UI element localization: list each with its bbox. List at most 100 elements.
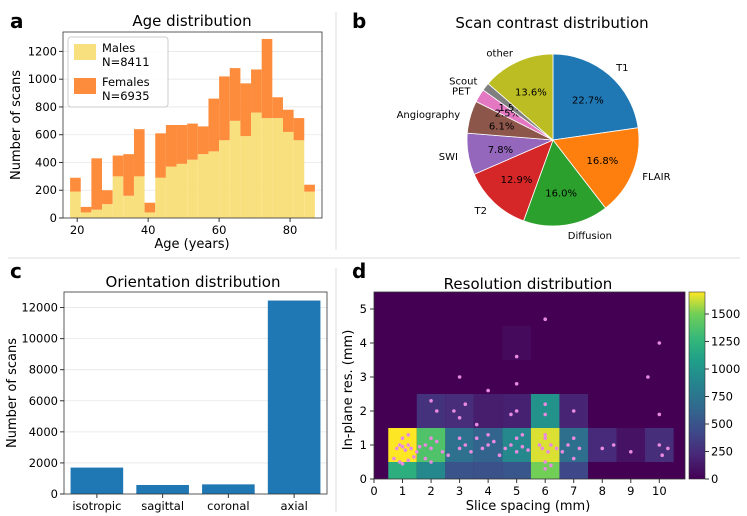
slice-category-label: Scout xyxy=(449,76,477,87)
scatter-point xyxy=(406,459,410,463)
scatter-point xyxy=(543,433,547,437)
scatter-point xyxy=(612,443,616,447)
x-tick-label: 6 xyxy=(542,484,549,498)
scatter-point xyxy=(429,399,433,403)
bar-males xyxy=(81,212,92,218)
scatter-point xyxy=(658,443,662,447)
x-axis-label: Slice spacing (mm) xyxy=(466,499,591,514)
scatter-point xyxy=(515,436,519,440)
scatter-point xyxy=(486,443,490,447)
bar-males xyxy=(219,140,230,218)
x-tick-label: 0 xyxy=(370,484,377,498)
y-axis-label: Number of scans xyxy=(5,338,20,448)
slice-category-label: Angiography xyxy=(397,110,461,121)
bar-females xyxy=(155,133,166,177)
legend-label-females: Females xyxy=(102,75,150,89)
bar-females xyxy=(198,126,209,154)
bar-coronal xyxy=(202,484,255,494)
scatter-point xyxy=(452,409,456,413)
y-tick-label: 5 xyxy=(360,302,367,316)
slice-category-label: T1 xyxy=(615,63,628,74)
legend-count-females: N=6935 xyxy=(102,89,150,103)
x-tick-label: 40 xyxy=(141,223,156,237)
scatter-point xyxy=(578,447,582,451)
scatter-point xyxy=(492,440,496,444)
orientation-chart: 0 2000 4000 6000 8000 10000 12000 isotropic sagi… xyxy=(5,273,327,513)
scatter-point xyxy=(526,448,530,452)
bar-females xyxy=(272,97,283,118)
bar-females xyxy=(91,158,102,209)
slice-category-label: PET xyxy=(452,86,471,97)
bar-males xyxy=(145,212,156,218)
y-tick-label: 0 xyxy=(50,211,57,225)
scatter-point xyxy=(401,462,405,466)
x-tick-label: 5 xyxy=(513,484,520,498)
bar-females xyxy=(177,125,188,164)
scatter-point xyxy=(429,460,433,464)
x-tick-label: 80 xyxy=(283,223,298,237)
x-tick-label: 3 xyxy=(456,484,463,498)
bar-males xyxy=(240,136,251,218)
heatmap-cell xyxy=(474,462,503,479)
y-tick-label: 6000 xyxy=(29,394,58,408)
age-distribution-chart: 0 200 400 600 800 1000 1200 20 40 60 80 Age distri… xyxy=(9,12,322,252)
heatmap-cell xyxy=(559,462,588,479)
scatter-point xyxy=(441,450,445,454)
panel-letter-a: a xyxy=(10,9,24,33)
scatter-point xyxy=(458,375,462,379)
x-tick-label: 9 xyxy=(627,484,634,498)
y-tick-label: 1200 xyxy=(28,44,57,58)
y-axis-label: In-plane res. (mm) xyxy=(341,330,356,451)
scatter-point xyxy=(543,413,547,417)
x-tick-label: 2 xyxy=(427,484,434,498)
scatter-point xyxy=(509,443,513,447)
scatter-point xyxy=(658,341,662,345)
y-tick-label: 800 xyxy=(35,100,57,114)
slice-category-label: SWI xyxy=(439,152,458,163)
scatter-point xyxy=(464,443,468,447)
scatter-point xyxy=(658,413,662,417)
scatter-point xyxy=(572,457,576,461)
scatter-point xyxy=(566,443,570,447)
bar-males xyxy=(123,196,134,218)
scatter-point xyxy=(429,447,433,451)
slice-percent-label: 13.6% xyxy=(515,87,547,98)
figure: a b c d 02004006008001000120020 40 60 80 Ag… xyxy=(0,0,747,516)
scatter-point xyxy=(412,455,416,459)
scatter-point xyxy=(469,450,473,454)
x-tick-label: 8 xyxy=(599,484,606,498)
y-tick-label: 4 xyxy=(360,336,367,350)
bar-males xyxy=(283,132,294,218)
scatter-point xyxy=(446,453,450,457)
slice-category-label: other xyxy=(486,48,514,59)
y-tick-label: 0 xyxy=(360,472,367,486)
y-tick-label: 400 xyxy=(35,155,57,169)
colorbar xyxy=(689,292,705,479)
y-tick-label: 10000 xyxy=(21,332,58,346)
legend-label-males: Males xyxy=(102,41,135,55)
heatmap-cell xyxy=(617,428,646,462)
scatter-point xyxy=(660,453,664,457)
bar-females xyxy=(304,185,315,192)
scatter-point xyxy=(424,443,428,447)
bar-females xyxy=(123,154,134,196)
slice-percent-label: 12.9% xyxy=(501,175,533,186)
bar-females xyxy=(251,69,262,112)
scatter-point xyxy=(666,447,670,451)
scatter-point xyxy=(475,436,479,440)
bar-males xyxy=(230,121,241,218)
scatter-point xyxy=(515,450,519,454)
slice-category-label: Diffusion xyxy=(568,231,612,242)
colorbar-tick-label: 1500 xyxy=(711,307,740,321)
scatter-point xyxy=(541,447,545,451)
colorbar-tick-label: 0 xyxy=(711,472,718,486)
scatter-point xyxy=(458,447,462,451)
scatter-point xyxy=(572,409,576,413)
bar-males xyxy=(272,118,283,218)
bar-females xyxy=(219,76,230,140)
slice-percent-label: 22.7% xyxy=(572,96,604,107)
bar-males xyxy=(113,176,124,218)
scatter-point xyxy=(415,450,419,454)
bar-females xyxy=(187,124,198,160)
colorbar-tick-label: 500 xyxy=(711,417,733,431)
